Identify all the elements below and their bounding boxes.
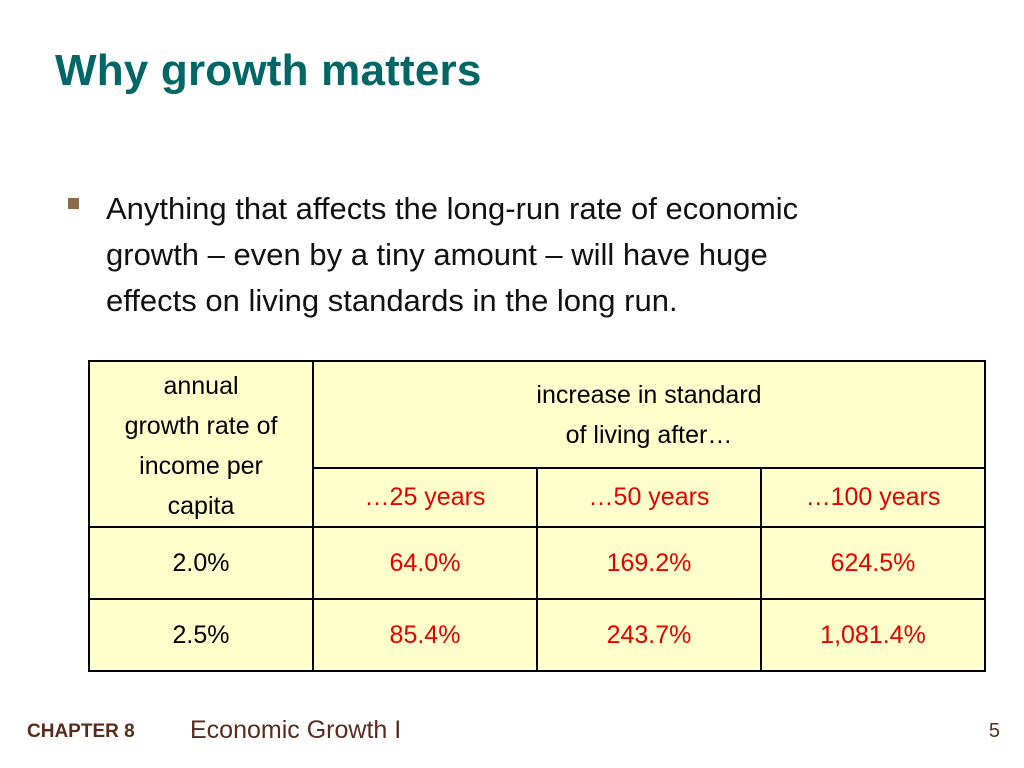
- value-cell: 85.4%: [312, 598, 538, 672]
- growth-table: annual growth rate of income per capita …: [88, 359, 986, 672]
- value-cell: 1,081.4%: [760, 598, 986, 672]
- column-header-25-years: …25 years: [312, 467, 538, 528]
- increase-header: increase in standard of living after…: [312, 359, 986, 470]
- bullet-point: Anything that affects the long-run rate …: [68, 186, 968, 324]
- bullet-text: Anything that affects the long-run rate …: [106, 191, 799, 318]
- growth-rate-cell: 2.0%: [88, 526, 314, 600]
- value-cell: 243.7%: [536, 598, 762, 672]
- slide-title: Why growth matters: [55, 46, 482, 95]
- growth-rate-header: annual growth rate of income per capita: [88, 360, 314, 528]
- column-header-100-years: …100 years: [760, 467, 986, 528]
- table-subheader-row: …25 years …50 years …100 years: [89, 467, 986, 528]
- square-bullet-icon: [68, 198, 79, 209]
- table-row: 2.5% 85.4% 243.7% 1,081.4%: [88, 598, 986, 672]
- value-cell: 64.0%: [312, 526, 538, 600]
- growth-rate-cell: 2.5%: [88, 598, 314, 672]
- table-row: 2.0% 64.0% 169.2% 624.5%: [88, 526, 986, 600]
- value-cell: 624.5%: [760, 526, 986, 600]
- footer-chapter-title: Economic Growth I: [190, 716, 402, 744]
- page-number: 5: [988, 720, 1000, 742]
- table-header-row: annual growth rate of income per capita …: [88, 359, 986, 528]
- value-cell: 169.2%: [536, 526, 762, 600]
- footer-chapter-label: CHAPTER 8: [27, 721, 135, 742]
- column-header-50-years: …50 years: [536, 467, 762, 528]
